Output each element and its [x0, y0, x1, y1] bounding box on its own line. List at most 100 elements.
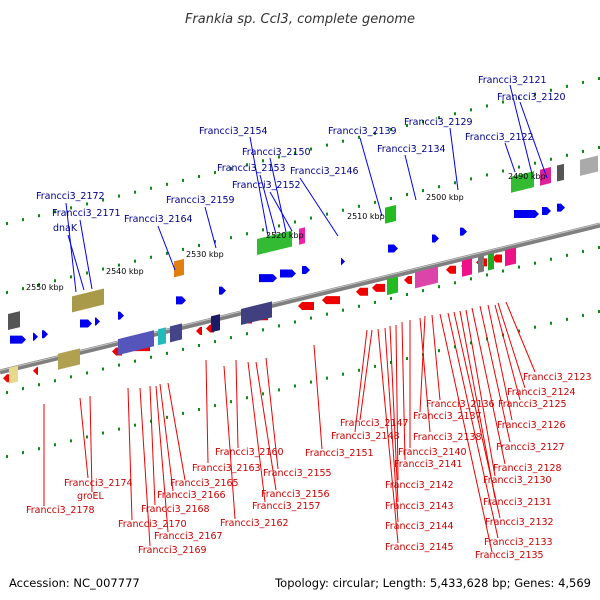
tick-mark — [342, 308, 344, 312]
gene-label[interactable]: Francci3_2134 — [377, 144, 446, 155]
gene-label[interactable]: Francci3_2153 — [217, 163, 286, 174]
tick-mark — [566, 153, 568, 157]
gene-label[interactable]: Francci3_2170 — [118, 519, 187, 530]
tick-mark — [390, 360, 392, 364]
gene-label[interactable]: Francci3_2162 — [220, 518, 289, 529]
gene-label[interactable]: Francci3_2152 — [232, 180, 301, 191]
gene-label[interactable]: Francci3_2159 — [166, 195, 235, 206]
gene-label[interactable]: Francci3_2150 — [242, 147, 311, 158]
gene-label[interactable]: Francci3_2129 — [404, 117, 473, 128]
connector-line — [249, 136, 269, 237]
gene-label[interactable]: Francci3_2120 — [497, 92, 566, 103]
gene-label[interactable]: Francci3_2144 — [385, 521, 454, 532]
gene-label[interactable]: Francci3_2166 — [157, 490, 226, 501]
tick-mark — [70, 439, 72, 443]
tick-mark — [422, 189, 424, 193]
tick-mark — [406, 293, 408, 297]
tick-mark — [198, 243, 200, 247]
gene-label[interactable]: Francci3_2165 — [170, 478, 239, 489]
forward-gene — [33, 332, 38, 341]
gene-label[interactable]: Francci3_2121 — [478, 75, 547, 86]
gene-label[interactable]: Francci3_2169 — [138, 545, 207, 556]
gene-label[interactable]: Francci3_2138 — [413, 432, 482, 443]
gene-label[interactable]: Francci3_2154 — [199, 126, 268, 137]
gene-label[interactable]: Francci3_2160 — [215, 447, 284, 458]
tick-mark — [406, 357, 408, 361]
connector-line — [269, 157, 287, 233]
feature-block — [241, 301, 272, 325]
connector-line — [79, 397, 89, 479]
tick-mark — [582, 249, 584, 253]
gene-label[interactable]: Francci3_2167 — [154, 531, 223, 542]
tick-mark — [358, 135, 360, 139]
tick-mark — [214, 404, 216, 408]
tick-mark — [54, 279, 56, 283]
tick-mark — [534, 325, 536, 329]
tick-mark — [566, 253, 568, 257]
gene-label[interactable]: Francci3_2137 — [413, 411, 482, 422]
tick-mark — [102, 431, 104, 435]
gene-label[interactable]: Francci3_2123 — [523, 372, 592, 383]
kbp-tick-label: 2500 kbp — [426, 193, 464, 202]
kbp-tick-label: 2510 kbp — [347, 212, 385, 221]
connector-line — [419, 317, 431, 433]
gene-label[interactable]: Francci3_2139 — [328, 126, 397, 137]
gene-label[interactable]: Francci3_2141 — [394, 459, 463, 470]
feature-block — [540, 167, 551, 186]
gene-label[interactable]: Francci3_2151 — [305, 448, 374, 459]
tick-mark — [310, 380, 312, 384]
tick-mark — [534, 161, 536, 165]
gene-label[interactable]: Francci3_2164 — [124, 214, 193, 225]
connector-line — [259, 174, 277, 235]
gene-label[interactable]: Francci3_2122 — [465, 132, 534, 143]
gene-label[interactable]: Francci3_2142 — [385, 480, 454, 491]
gene-label[interactable]: Francci3_2147 — [340, 418, 409, 429]
tick-mark — [598, 145, 600, 149]
tick-mark — [134, 190, 136, 194]
tick-mark — [262, 159, 264, 163]
connector-line — [67, 234, 85, 291]
gene-label[interactable]: Francci3_2127 — [496, 442, 565, 453]
gene-label[interactable]: Francci3_2172 — [36, 191, 105, 202]
connector-line — [89, 395, 93, 493]
gene-label[interactable]: Francci3_2163 — [192, 463, 261, 474]
gene-label[interactable]: Francci3_2171 — [52, 208, 121, 219]
gene-label[interactable]: Francci3_2174 — [64, 478, 133, 489]
gene-label[interactable]: Francci3_2155 — [263, 468, 332, 479]
gene-label[interactable]: Francci3_2130 — [483, 475, 552, 486]
tick-mark — [134, 259, 136, 263]
gene-label[interactable]: Francci3_2131 — [483, 497, 552, 508]
gene-label[interactable]: Francci3_2157 — [252, 501, 321, 512]
gene-label[interactable]: Francci3_2128 — [493, 463, 562, 474]
tick-mark — [422, 120, 424, 124]
gene-label[interactable]: Francci3_2124 — [507, 387, 576, 398]
gene-label[interactable]: Francci3_2132 — [485, 517, 554, 528]
tick-mark — [262, 328, 264, 332]
tick-mark — [438, 285, 440, 289]
tick-mark — [230, 236, 232, 240]
gene-label[interactable]: Francci3_2125 — [498, 399, 567, 410]
tick-mark — [454, 112, 456, 116]
gene-label[interactable]: Francci3_2168 — [141, 504, 210, 515]
gene-label[interactable]: Francci3_2145 — [385, 542, 454, 553]
feature-block — [58, 348, 80, 370]
gene-label[interactable]: Francci3_2140 — [398, 447, 467, 458]
tick-mark — [566, 84, 568, 88]
gene-label[interactable]: Francci3_2133 — [484, 537, 553, 548]
gene-label[interactable]: Francci3_2126 — [497, 420, 566, 431]
gene-label[interactable]: groEL — [77, 491, 105, 502]
tick-mark — [246, 232, 248, 236]
connector-line — [504, 142, 516, 173]
gene-label[interactable]: Francci3_2143 — [385, 501, 454, 512]
gene-label[interactable]: Francci3_2178 — [26, 505, 95, 516]
gene-label[interactable]: Francci3_2136 — [426, 399, 495, 410]
tick-mark — [438, 349, 440, 353]
gene-label[interactable]: Francci3_2148 — [331, 431, 400, 442]
tick-mark — [374, 200, 376, 204]
tick-mark — [182, 247, 184, 251]
gene-label[interactable]: Francci3_2146 — [290, 166, 359, 177]
gene-label[interactable]: dnaK — [53, 223, 78, 234]
forward-gene — [176, 296, 186, 305]
gene-label[interactable]: Francci3_2156 — [261, 489, 330, 500]
gene-label[interactable]: Francci3_2135 — [475, 550, 544, 561]
